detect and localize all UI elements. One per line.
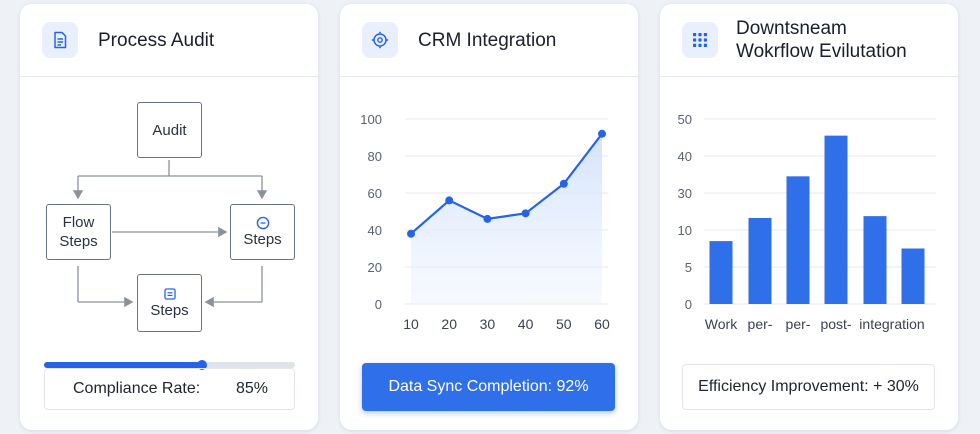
x-tick-label: 10 [403,316,419,332]
process-flow-diagram: Audit Flow Steps Steps Steps Com [20,78,318,430]
crm-chart-area: 0 20 40 60 80 100 10 20 30 40 50 60 Data Sync Compl… [340,78,638,430]
x-tick-label: 50 [556,316,572,332]
bar [863,216,887,304]
steps-node-bottom-label: Steps [150,301,189,319]
y-tick-label: 5 [685,260,692,275]
x-tick-label: per- [748,316,773,332]
process-audit-card: Process Audit Audit [20,4,318,430]
y-tick-label: 30 [678,186,692,201]
grid-icon [682,22,718,58]
x-tick-label: integration [859,316,924,332]
flow-steps-node-line1: Flow [62,214,95,231]
x-tick-label: 40 [518,316,534,332]
data-sync-line-chart: 0 20 40 60 80 100 10 20 30 40 50 60 [360,112,610,332]
y-tick-label: 40 [368,223,382,238]
audit-node-label: Audit [152,121,187,139]
flow-connectors [72,160,268,308]
data-point [407,229,415,238]
compliance-rate-box: Compliance Rate: 85% [44,368,295,410]
y-tick-label: 0 [375,297,382,312]
y-tick-label: 100 [360,112,382,127]
bar [709,241,733,304]
data-point [559,179,568,188]
flow-steps-node-line2: Steps [59,233,98,250]
x-tick-label: 60 [594,316,610,332]
area-fill [411,133,602,304]
efficiency-improvement-box: Efficiency Improvement: + 30% [682,364,935,410]
workflow-chart-area: 0 5 10 30 40 50 Work per-per-post-integration E… [660,78,958,430]
bar [748,217,772,304]
data-point [445,196,454,205]
workflow-evaluation-card: Downtsneam Wokrflow Evilutation 0 5 10 30 40… [660,4,958,430]
x-tick-label: 30 [480,316,496,332]
card-title: CRM Integration [418,29,557,51]
data-sync-completion-button[interactable]: Data Sync Completion: 92% [362,363,615,411]
card-title: Process Audit [98,29,215,51]
bar [824,135,848,304]
target-icon [362,22,398,58]
steps-node-right-label: Steps [243,230,282,248]
workflow-bar-chart: 0 5 10 30 40 50 Work per-per-post-integration [678,112,936,332]
data-point [483,214,492,223]
compliance-rate-label: Compliance Rate: [73,380,201,397]
card-header: CRM Integration [340,4,638,77]
x-tick-label: 20 [441,316,457,332]
y-tick-label: 20 [368,260,382,275]
crm-integration-card: CRM Integration 0 20 40 60 80 100 10 20 30 40 50 60… [340,4,638,430]
step-list-icon [163,287,176,300]
flow-steps-node: Flow Steps [46,204,111,260]
step-circle-icon [256,216,269,229]
card-title-line1: Downtsneam [736,18,847,39]
y-tick-label: 80 [368,149,382,164]
x-tick-label: Work [705,316,738,332]
y-tick-label: 40 [678,149,692,164]
y-tick-label: 10 [678,223,692,238]
compliance-progress-fill [44,362,203,368]
y-tick-label: 50 [678,112,692,127]
card-title: Downtsneam Wokrflow Evilutation [736,17,907,63]
compliance-rate-value: 85% [235,380,268,397]
bar [901,248,925,304]
card-header: Downtsneam Wokrflow Evilutation [660,4,958,77]
y-tick-label: 60 [368,186,382,201]
x-tick-label: post- [820,316,851,332]
data-point [598,129,606,138]
document-icon [42,22,78,58]
y-tick-label: 0 [685,297,692,312]
compliance-progress-handle [197,360,208,370]
card-title-line2: Wokrflow Evilutation [736,41,907,62]
series-line [410,133,603,235]
data-point [521,209,530,218]
steps-node-right: Steps [230,204,295,260]
x-tick-label: per- [786,316,811,332]
bar [786,176,810,304]
card-header: Process Audit [20,4,318,77]
audit-node: Audit [137,102,202,158]
steps-node-bottom: Steps [137,274,202,332]
compliance-progress-bar [44,360,295,370]
